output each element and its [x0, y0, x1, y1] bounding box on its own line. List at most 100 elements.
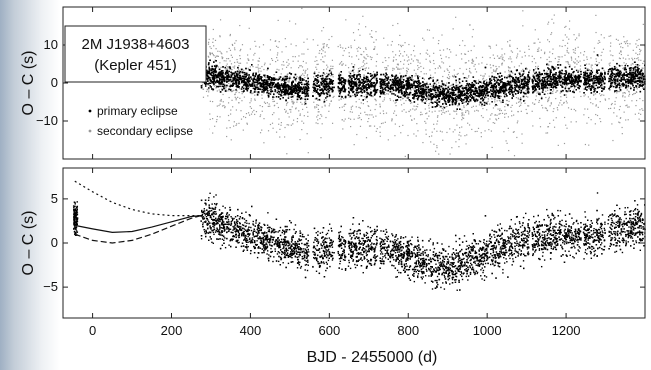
- secondary-eclipse-point: [230, 139, 232, 141]
- secondary-eclipse-point: [635, 46, 638, 48]
- secondary-eclipse-point: [593, 93, 595, 95]
- secondary-eclipse-point: [316, 116, 318, 118]
- secondary-eclipse-point: [642, 67, 644, 69]
- secondary-eclipse-point: [214, 59, 216, 61]
- secondary-eclipse-point: [254, 40, 256, 42]
- secondary-eclipse-point: [629, 43, 631, 45]
- secondary-eclipse-point: [563, 142, 566, 145]
- secondary-eclipse-point: [276, 56, 278, 59]
- secondary-eclipse-point: [604, 98, 606, 100]
- secondary-eclipse-point: [445, 56, 447, 58]
- secondary-eclipse-point: [305, 62, 307, 64]
- secondary-eclipse-point: [492, 122, 494, 124]
- secondary-eclipse-point: [537, 91, 539, 93]
- secondary-eclipse-point: [616, 67, 618, 69]
- secondary-eclipse-point: [280, 124, 282, 126]
- secondary-eclipse-point: [535, 62, 537, 64]
- secondary-eclipse-point: [624, 42, 627, 45]
- secondary-eclipse-point: [258, 60, 260, 62]
- secondary-eclipse-point: [268, 80, 270, 83]
- secondary-eclipse-point: [397, 64, 399, 66]
- secondary-eclipse-point: [531, 55, 533, 57]
- secondary-eclipse-point: [373, 48, 375, 50]
- secondary-eclipse-point: [594, 63, 596, 65]
- secondary-eclipse-point: [317, 63, 319, 65]
- secondary-eclipse-point: [302, 108, 304, 111]
- secondary-eclipse-point: [623, 111, 625, 113]
- secondary-eclipse-point: [425, 100, 427, 102]
- secondary-eclipse-point: [433, 123, 435, 125]
- secondary-eclipse-point: [379, 131, 381, 133]
- secondary-eclipse-point: [239, 24, 241, 27]
- secondary-eclipse-point: [425, 82, 427, 85]
- secondary-eclipse-point: [396, 76, 398, 79]
- secondary-eclipse-point: [282, 76, 284, 78]
- secondary-eclipse-point: [428, 110, 430, 112]
- secondary-eclipse-point: [330, 75, 332, 77]
- secondary-eclipse-point: [225, 88, 227, 90]
- secondary-eclipse-point: [484, 130, 486, 132]
- secondary-eclipse-point: [216, 118, 218, 121]
- secondary-eclipse-point: [436, 130, 438, 132]
- secondary-eclipse-point: [234, 93, 236, 95]
- secondary-eclipse-point: [285, 66, 288, 68]
- secondary-eclipse-point: [480, 105, 483, 107]
- secondary-eclipse-point: [616, 92, 618, 94]
- secondary-eclipse-point: [548, 96, 550, 98]
- secondary-eclipse-point: [507, 127, 509, 129]
- secondary-eclipse-point: [428, 115, 430, 117]
- secondary-eclipse-point: [342, 54, 344, 57]
- secondary-eclipse-point: [254, 94, 256, 96]
- secondary-eclipse-point: [317, 99, 319, 101]
- secondary-eclipse-point: [642, 87, 644, 89]
- secondary-eclipse-point: [364, 67, 366, 70]
- secondary-eclipse-point: [432, 59, 435, 62]
- secondary-eclipse-point: [565, 86, 567, 88]
- secondary-eclipse-point: [545, 107, 547, 109]
- secondary-eclipse-point: [314, 107, 316, 109]
- secondary-eclipse-point: [573, 75, 575, 77]
- secondary-eclipse-point: [527, 105, 529, 107]
- secondary-eclipse-point: [321, 106, 323, 108]
- secondary-eclipse-point: [307, 111, 309, 113]
- secondary-eclipse-point: [511, 110, 513, 112]
- secondary-eclipse-point: [497, 108, 499, 110]
- secondary-eclipse-point: [636, 39, 638, 42]
- secondary-eclipse-point: [337, 89, 339, 91]
- secondary-eclipse-point: [277, 59, 279, 61]
- secondary-eclipse-point: [622, 96, 624, 98]
- secondary-eclipse-point: [391, 40, 393, 43]
- secondary-eclipse-point: [603, 69, 605, 71]
- secondary-eclipse-point: [566, 127, 568, 129]
- secondary-eclipse-point: [232, 125, 235, 127]
- secondary-eclipse-point: [474, 110, 476, 112]
- secondary-eclipse-point: [494, 122, 496, 124]
- secondary-eclipse-point: [382, 100, 384, 102]
- secondary-eclipse-point: [442, 111, 444, 113]
- secondary-eclipse-point: [215, 84, 217, 87]
- secondary-eclipse-point: [263, 142, 265, 144]
- secondary-eclipse-point: [400, 60, 402, 63]
- secondary-eclipse-point: [510, 58, 512, 60]
- secondary-eclipse-point: [382, 122, 384, 124]
- secondary-eclipse-point: [547, 89, 549, 91]
- secondary-eclipse-point: [622, 67, 624, 70]
- secondary-eclipse-point: [374, 78, 376, 80]
- secondary-eclipse-point: [353, 72, 355, 74]
- secondary-eclipse-point: [221, 87, 223, 90]
- secondary-eclipse-point: [332, 96, 334, 99]
- secondary-eclipse-point: [327, 66, 329, 68]
- secondary-eclipse-point: [349, 111, 351, 113]
- secondary-eclipse-point: [376, 128, 378, 130]
- secondary-eclipse-point: [468, 113, 470, 115]
- secondary-eclipse-point: [490, 90, 492, 93]
- secondary-eclipse-point: [461, 114, 463, 116]
- secondary-eclipse-point: [486, 101, 488, 103]
- secondary-eclipse-point: [390, 44, 392, 46]
- secondary-eclipse-point: [531, 61, 533, 63]
- secondary-eclipse-point: [614, 66, 616, 69]
- secondary-eclipse-point: [639, 109, 641, 111]
- secondary-eclipse-point: [239, 62, 242, 64]
- secondary-eclipse-point: [287, 80, 289, 82]
- secondary-eclipse-point: [446, 105, 448, 107]
